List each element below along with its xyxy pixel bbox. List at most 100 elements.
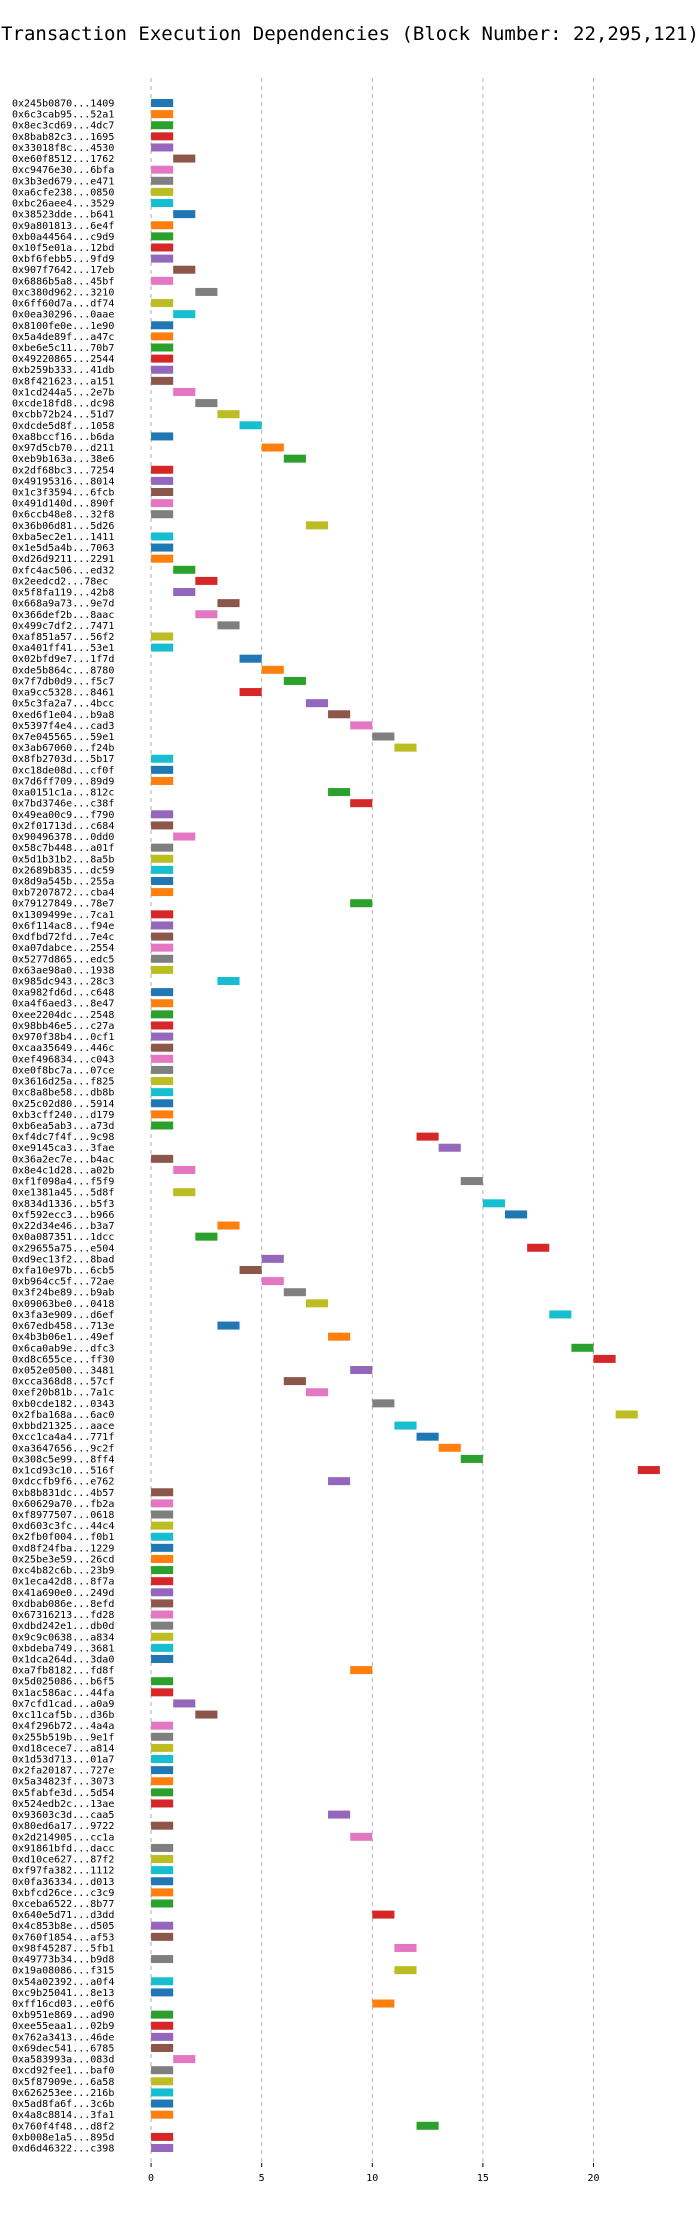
transaction-label: 0xc4b82c6b...23b9 <box>12 1566 114 1577</box>
transaction-label: 0xc9b25041...8e13 <box>12 1988 114 1999</box>
transaction-bar <box>151 1010 174 1019</box>
transaction-bar <box>151 1677 174 1686</box>
transaction-label: 0x7cfd1cad...a0a9 <box>12 1699 114 1710</box>
transaction-label: 0x6886b5a8...45bf <box>12 276 114 287</box>
transaction-label: 0xd10ce627...87f2 <box>12 1855 114 1866</box>
transaction-label: 0x6ca0ab9e...dfc3 <box>12 1343 114 1354</box>
transaction-bar <box>151 632 174 641</box>
transaction-label: 0x8f421623...a151 <box>12 376 114 387</box>
transaction-label: 0x7f7db0d9...f5c7 <box>12 676 114 687</box>
transaction-bar <box>151 888 174 897</box>
transaction-label: 0x2d214905...cc1a <box>12 1832 114 1843</box>
transaction-label: 0x8100fe0e...1e90 <box>12 321 114 332</box>
transaction-bar <box>151 199 174 208</box>
transaction-bar <box>438 1143 461 1152</box>
transaction-bar <box>217 621 240 630</box>
transaction-bar <box>151 187 174 196</box>
transaction-bar <box>151 343 174 352</box>
transaction-bar <box>151 2077 174 2086</box>
transaction-label: 0xba5ec2e1...1411 <box>12 532 114 543</box>
transaction-label: 0x25c02d80...5914 <box>12 1099 114 1110</box>
transaction-bar <box>527 1243 550 1252</box>
transaction-bar <box>151 1888 174 1897</box>
transaction-label: 0x9a801813...6e4f <box>12 221 114 232</box>
transaction-bar <box>239 421 262 430</box>
transaction-label: 0x0ea30296...0aae <box>12 310 114 321</box>
transaction-label: 0x67edb458...713e <box>12 1321 114 1332</box>
transaction-bar <box>151 232 174 241</box>
transaction-bar <box>571 1343 594 1352</box>
transaction-label: 0x5f87909e...6a58 <box>12 2077 114 2088</box>
transaction-bar <box>151 121 174 130</box>
transaction-bar <box>151 132 174 141</box>
transaction-label: 0x5397f4e4...cad3 <box>12 721 114 732</box>
transaction-label: 0xa583993a...083d <box>12 2055 114 2066</box>
transaction-bar <box>195 1232 218 1241</box>
transaction-label: 0x524edb2c...13ae <box>12 1799 114 1810</box>
transaction-bar <box>173 387 196 396</box>
transaction-label: 0xbf6febb5...9fd9 <box>12 254 114 265</box>
transaction-bar <box>283 1377 306 1386</box>
transaction-label: 0xd26d9211...2291 <box>12 554 114 565</box>
transaction-label: 0x67316213...fd28 <box>12 1610 114 1621</box>
transaction-label: 0xa9cc5328...8461 <box>12 688 114 699</box>
transaction-bar <box>394 1966 417 1975</box>
transaction-bar <box>372 732 395 741</box>
transaction-label: 0x626253ee...216b <box>12 2088 114 2099</box>
transaction-label: 0xa4f6aed3...8e47 <box>12 999 114 1010</box>
transaction-label: 0x1c3f3594...6fcb <box>12 487 114 498</box>
transaction-label: 0x0fa36334...d013 <box>12 1877 114 1888</box>
transaction-bar <box>173 1699 196 1708</box>
transaction-label: 0xdbd242e1...db0d <box>12 1621 114 1632</box>
transaction-label: 0xb7207872...cba4 <box>12 888 114 899</box>
transaction-bar <box>151 254 174 263</box>
transaction-label: 0xc18de08d...cf0f <box>12 765 114 776</box>
transaction-label: 0x60629a70...fb2a <box>12 1499 114 1510</box>
transaction-label: 0xe9145ca3...3fae <box>12 1143 114 1154</box>
transaction-label: 0x8fb2703d...5b17 <box>12 754 114 765</box>
transaction-label: 0xd18cece7...a814 <box>12 1743 114 1754</box>
transaction-label: 0x49773b34...b9d8 <box>12 1955 114 1966</box>
transaction-bar <box>350 721 373 730</box>
transaction-bar <box>438 1443 461 1452</box>
transaction-label: 0x2fb0f004...f0b1 <box>12 1532 114 1543</box>
transaction-label: 0x5ad8fa6f...3c6b <box>12 2099 114 2110</box>
x-axis: 0 5 10 15 20 <box>148 2163 600 2184</box>
transaction-label: 0x09063be0...0418 <box>12 1299 114 1310</box>
transaction-label: 0xe60f8512...1762 <box>12 154 114 165</box>
transaction-bar <box>151 1554 174 1563</box>
transaction-bar <box>460 1177 483 1186</box>
transaction-bar <box>151 1099 174 1108</box>
transaction-bar <box>151 965 174 974</box>
transaction-bar <box>305 1299 329 1308</box>
transaction-label: 0xb0cde182...0343 <box>12 1399 114 1410</box>
transaction-bar <box>283 676 306 685</box>
transaction-label: 0xd8c655ce...ff30 <box>12 1354 114 1365</box>
transaction-bar <box>195 576 218 585</box>
transaction-bar <box>151 510 174 519</box>
transaction-label: 0xef496834...c043 <box>12 1054 114 1065</box>
transaction-label: 0xbfcd26ce...c3c9 <box>12 1888 114 1899</box>
transaction-label: 0xbc26aee4...3529 <box>12 199 114 210</box>
transaction-bar <box>151 876 174 885</box>
transaction-label: 0x91861bfd...dacc <box>12 1843 114 1854</box>
transaction-label: 0xbe6e5c11...70b7 <box>12 343 114 354</box>
transaction-label: 0x1ac586ac...44fa <box>12 1688 114 1699</box>
transaction-label: 0x255b519b...9e1f <box>12 1732 114 1743</box>
transaction-bar <box>173 1165 196 1174</box>
transaction-bar <box>151 1121 174 1130</box>
grid-lines <box>150 78 595 2163</box>
transaction-label: 0xa07dabce...2554 <box>12 943 114 954</box>
transaction-label: 0xb964cc5f...72ae <box>12 1277 114 1288</box>
transaction-bar <box>151 1499 174 1508</box>
transaction-bar <box>637 1466 660 1475</box>
transaction-bar <box>151 1521 174 1530</box>
transaction-bar <box>151 1077 174 1086</box>
transaction-label: 0xb951e869...ad90 <box>12 2010 114 2021</box>
transaction-bar <box>173 265 196 274</box>
transaction-bar <box>151 1632 174 1641</box>
transaction-label: 0xd9ec13f2...8bad <box>12 1254 114 1265</box>
transaction-label: 0xbbd21325...aace <box>12 1421 114 1432</box>
transaction-bar <box>151 2132 174 2141</box>
transaction-label: 0x2df68bc3...7254 <box>12 465 114 476</box>
